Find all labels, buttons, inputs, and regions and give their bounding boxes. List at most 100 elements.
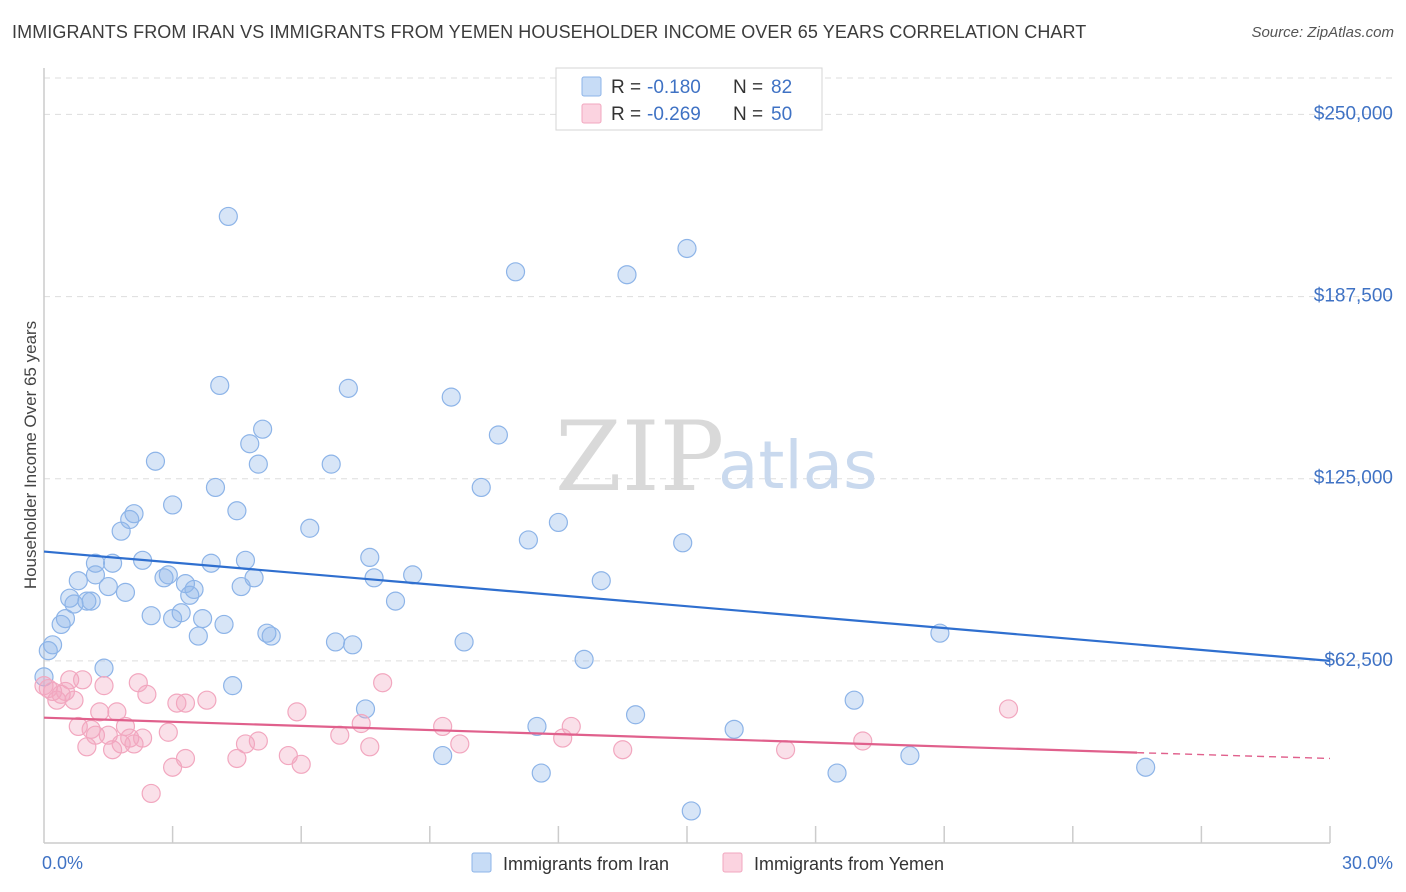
x-tick-label: 30.0%	[1342, 853, 1393, 873]
bottom-legend-swatch-iran	[471, 852, 492, 873]
point-iran	[81, 591, 101, 611]
point-iran	[385, 591, 406, 611]
point-iran	[343, 635, 363, 655]
x-tick-marks	[171, 826, 1331, 843]
bottom-legend: Immigrants from Iran Immigrants from Yem…	[471, 852, 944, 874]
point-iran	[214, 614, 234, 635]
point-iran	[253, 419, 273, 439]
point-iran	[171, 603, 191, 623]
bottom-legend-label-yemen: Immigrants from Yemen	[754, 854, 944, 874]
point-iran	[223, 676, 243, 696]
point-yemen	[330, 725, 350, 745]
point-yemen	[175, 693, 196, 713]
point-iran	[188, 626, 208, 646]
trend-lines	[43, 550, 1331, 760]
point-iran	[844, 690, 864, 710]
legend-box: R = -0.180 N = 82 R = -0.269 N = 50	[555, 67, 823, 131]
point-yemen	[115, 716, 136, 737]
point-yemen	[90, 702, 110, 722]
trend-line-iran	[43, 550, 1331, 662]
legend-r-label-iran: R =	[611, 77, 641, 98]
point-iran	[193, 608, 213, 629]
point-iran	[300, 518, 320, 538]
point-iran	[518, 530, 538, 550]
y-tick-label: $187,500	[1314, 286, 1393, 307]
point-iran	[218, 206, 238, 227]
point-iran	[527, 716, 547, 737]
x-tick-labels: 0.0% 30.0%	[42, 853, 1393, 873]
point-iran	[338, 378, 358, 398]
point-iran	[261, 626, 281, 646]
legend-r-label-yemen: R =	[611, 104, 641, 125]
point-yemen	[433, 716, 453, 737]
point-iran	[1136, 757, 1156, 777]
point-iran	[681, 801, 701, 821]
legend-n-label-iran: N =	[733, 77, 763, 98]
point-yemen	[72, 670, 93, 690]
trend-line-yemen	[43, 716, 1138, 754]
point-iran	[673, 533, 693, 553]
x-tick-label: 0.0%	[42, 853, 83, 873]
point-iran	[184, 579, 204, 600]
y-tick-labels: $62,500 $125,000 $187,500 $250,000	[1314, 103, 1393, 670]
point-iran	[244, 568, 264, 588]
chart-title: IMMIGRANTS FROM IRAN VS IMMIGRANTS FROM …	[12, 22, 1087, 42]
point-yemen	[351, 713, 371, 734]
watermark-atlas: atlas	[718, 427, 878, 504]
point-iran	[548, 512, 569, 533]
point-iran	[163, 495, 183, 515]
point-iran	[625, 705, 646, 725]
point-iran	[827, 763, 847, 783]
point-yemen	[998, 699, 1019, 719]
legend-swatch-yemen	[581, 103, 602, 124]
legend-n-label-yemen: N =	[733, 104, 763, 125]
point-iran	[724, 719, 744, 739]
y-tick-label: $62,500	[1324, 650, 1393, 671]
y-axis-label: Householder Income Over 65 years	[21, 321, 40, 589]
point-iran	[433, 745, 453, 766]
point-iran	[677, 238, 697, 259]
point-iran	[94, 658, 114, 678]
point-iran	[77, 591, 97, 611]
point-yemen	[197, 690, 217, 710]
point-iran	[488, 425, 508, 445]
watermark-zip: ZIP	[555, 401, 724, 513]
point-iran	[240, 434, 260, 454]
point-iran	[574, 649, 594, 670]
point-yemen	[175, 748, 196, 769]
point-iran	[201, 553, 221, 573]
bottom-legend-swatch-yemen	[722, 852, 743, 873]
legend-swatch-iran	[581, 76, 602, 97]
point-iran	[98, 576, 118, 597]
point-iran	[505, 262, 526, 282]
legend-r-value-yemen: -0.269	[647, 104, 701, 125]
point-yemen	[373, 673, 393, 693]
point-yemen	[137, 684, 157, 704]
point-iran	[248, 454, 268, 474]
point-iran	[124, 504, 144, 524]
point-iran	[145, 451, 166, 471]
watermark: ZIP atlas	[555, 401, 878, 513]
source-label: Source: ZipAtlas.com	[1251, 24, 1394, 41]
point-iran	[403, 565, 423, 585]
point-yemen	[360, 737, 380, 757]
point-yemen	[291, 754, 311, 774]
legend-n-value-iran: 82	[771, 77, 792, 98]
point-yemen	[94, 676, 114, 696]
point-iran	[321, 454, 341, 474]
data-points	[34, 206, 1156, 821]
point-yemen	[248, 731, 268, 751]
point-iran	[55, 608, 76, 629]
y-tick-label: $250,000	[1314, 103, 1393, 124]
point-iran	[441, 387, 461, 407]
point-iran	[210, 375, 230, 396]
point-yemen	[141, 783, 161, 804]
point-iran	[235, 550, 256, 570]
point-iran	[355, 699, 376, 719]
point-iran	[531, 763, 551, 783]
point-yemen	[561, 716, 581, 737]
point-yemen	[132, 728, 153, 748]
point-iran	[227, 501, 247, 521]
trend-line-yemen-extension	[1137, 751, 1331, 760]
